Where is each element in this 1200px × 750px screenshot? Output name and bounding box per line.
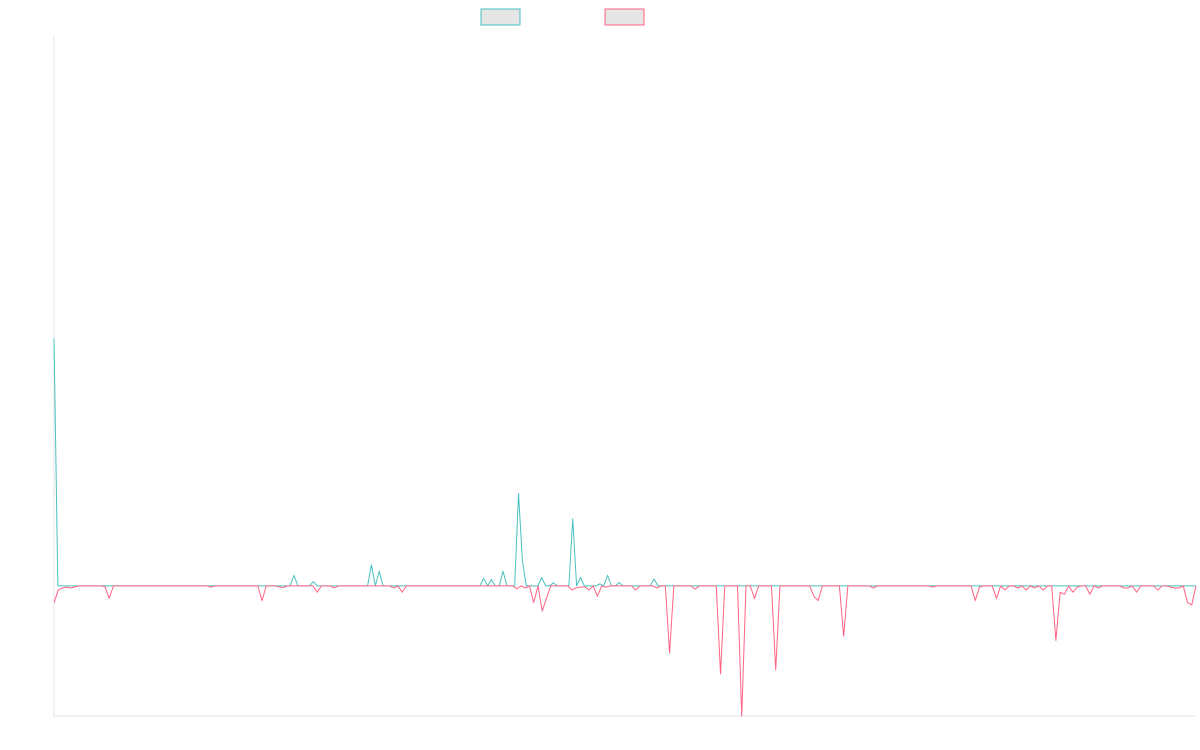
legend-swatch-2[interactable] [604, 8, 645, 26]
series-line-2 [53, 585, 1197, 717]
series-line-1 [53, 338, 1196, 587]
series-layer [53, 338, 1197, 717]
axes [53, 36, 1196, 717]
legend-swatch-1[interactable] [480, 8, 521, 26]
legend [480, 8, 645, 26]
